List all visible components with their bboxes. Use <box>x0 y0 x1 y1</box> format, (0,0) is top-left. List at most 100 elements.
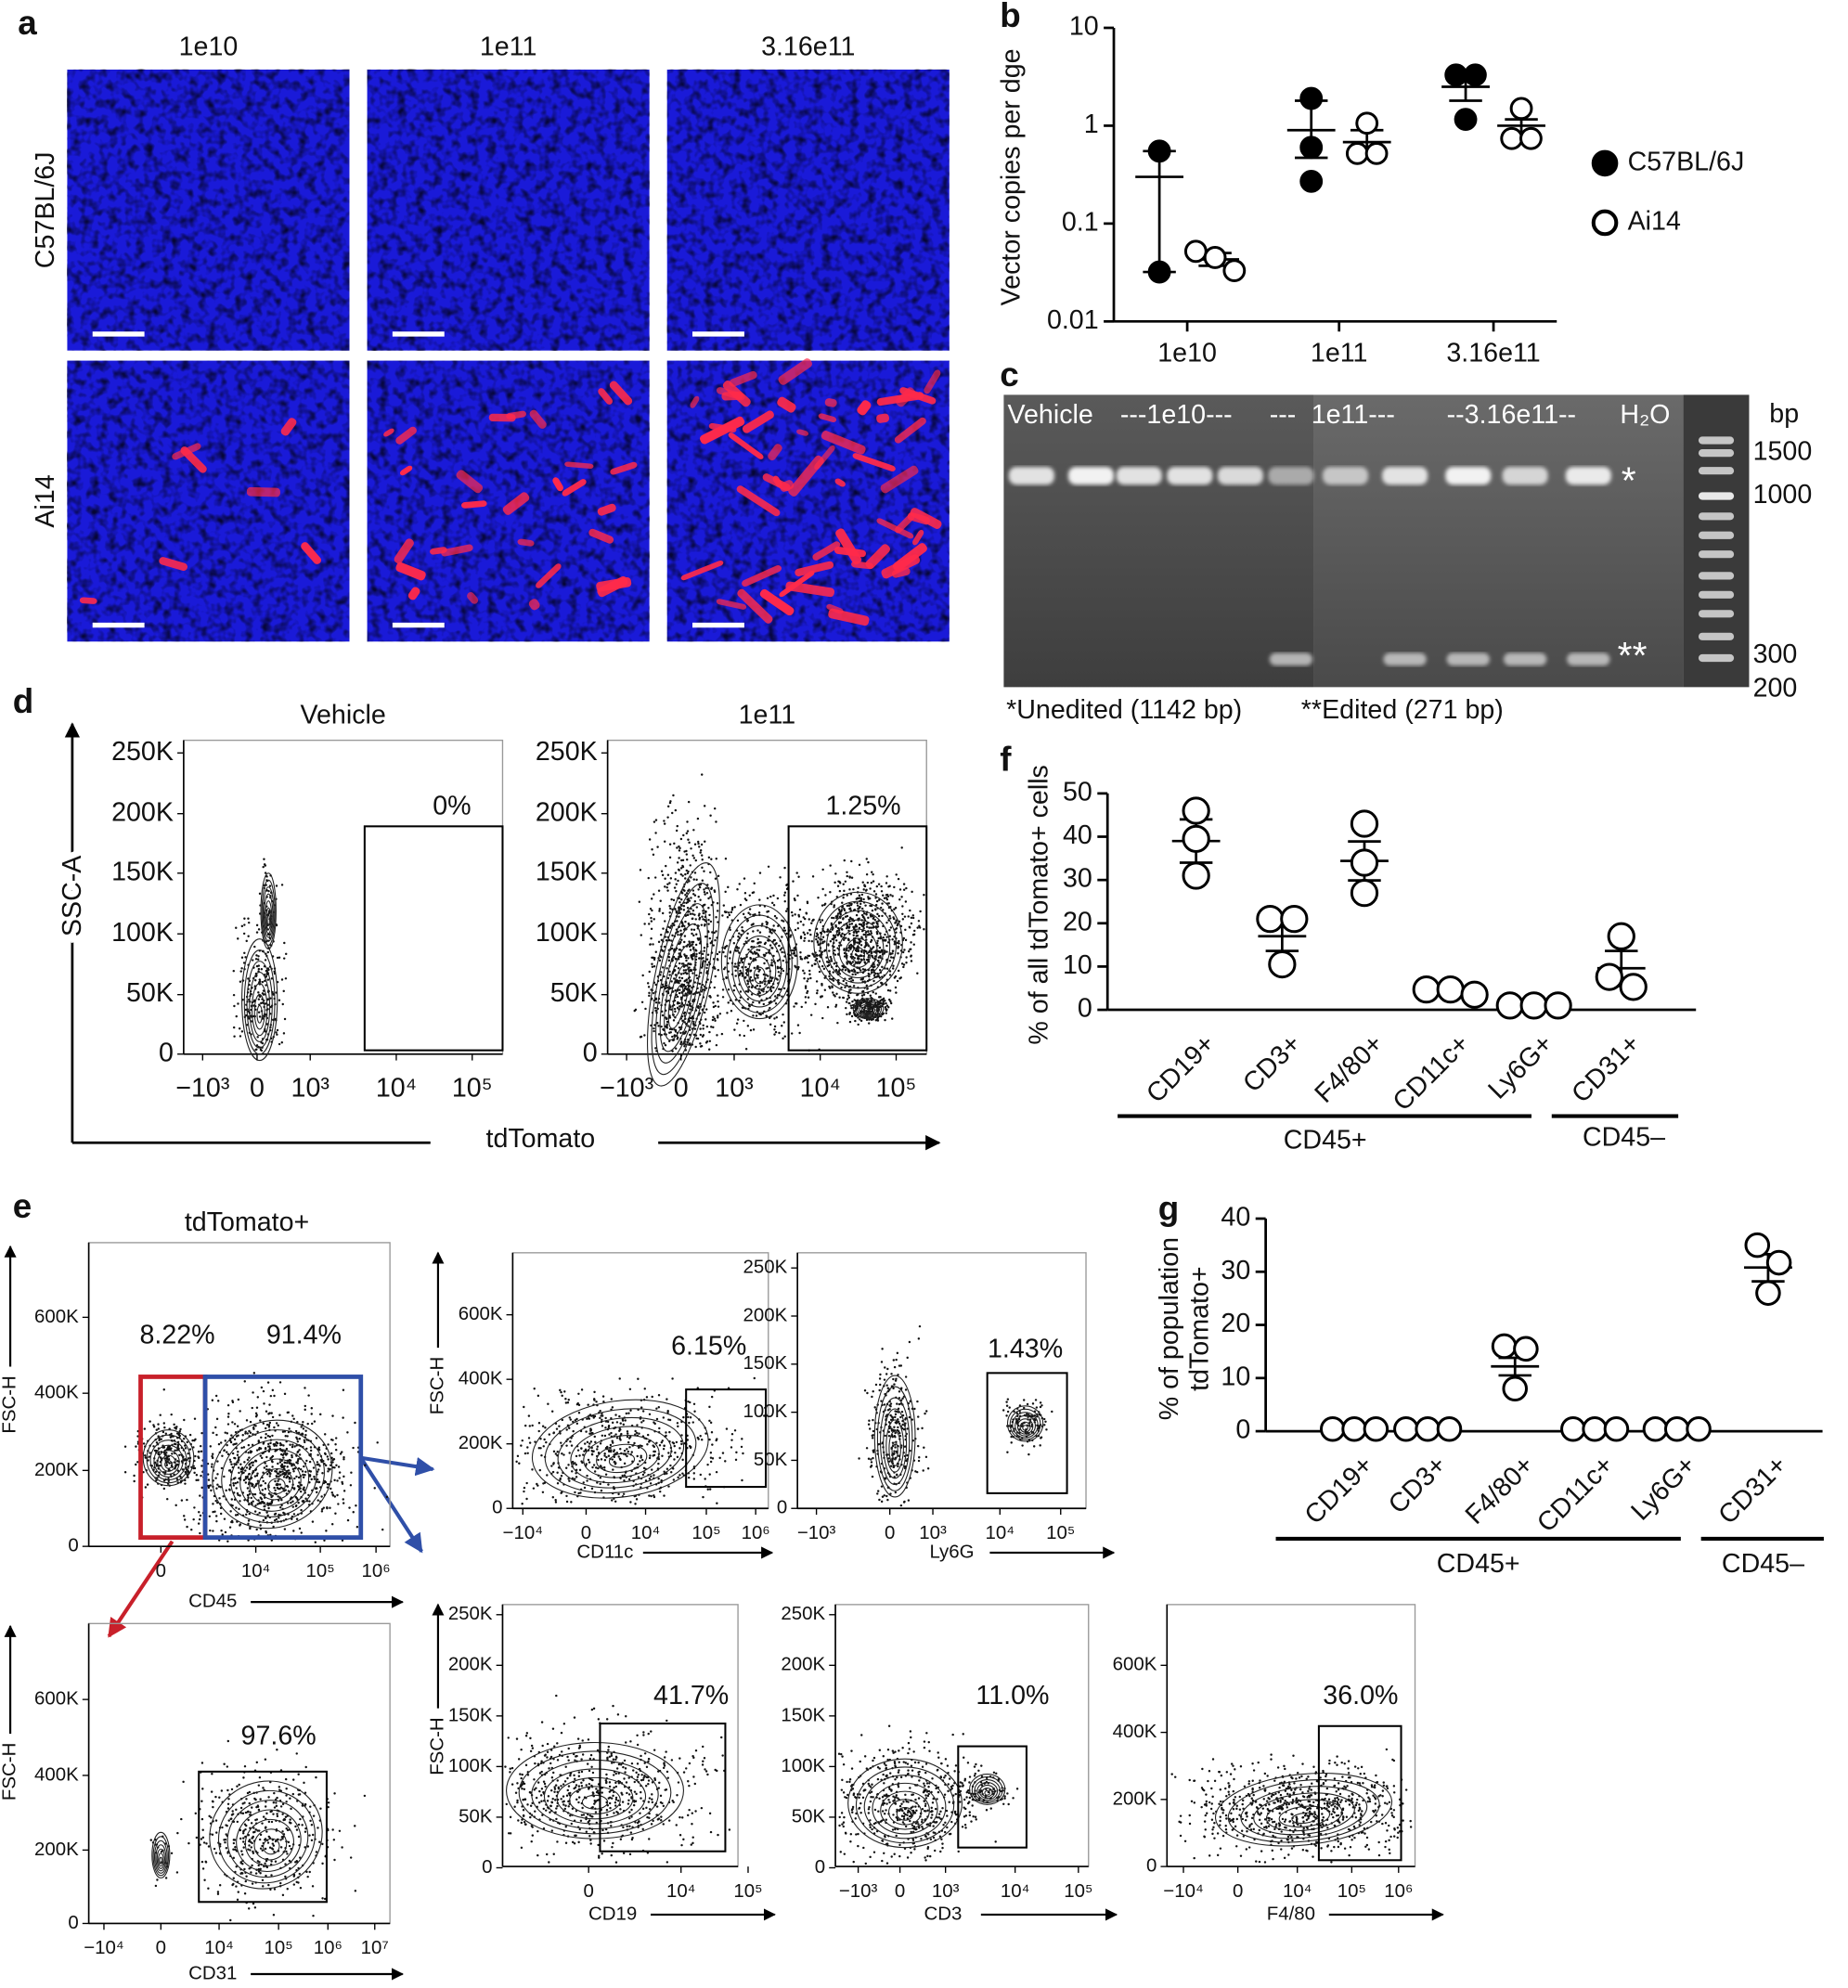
event-dot <box>684 969 688 972</box>
event-dot <box>698 982 702 986</box>
event-dot <box>253 1475 257 1478</box>
event-dot <box>758 898 761 901</box>
event-dot <box>247 1818 250 1822</box>
event-dot <box>308 1834 311 1837</box>
event-dot <box>709 814 712 818</box>
event-dot <box>866 881 870 884</box>
event-dot <box>266 967 270 970</box>
event-dot <box>354 1890 357 1892</box>
event-dot <box>704 1478 706 1480</box>
event-dot <box>765 951 768 955</box>
event-dot <box>269 1394 273 1398</box>
event-dot <box>258 892 262 896</box>
event-dot <box>704 840 706 843</box>
event-dot <box>296 1459 300 1463</box>
event-dot <box>825 956 828 959</box>
event-dot <box>666 1023 668 1026</box>
event-dot <box>280 1465 283 1469</box>
event-dot <box>693 843 697 846</box>
event-dot <box>271 1842 275 1845</box>
event-dot <box>795 1001 797 1005</box>
event-dot <box>235 926 238 929</box>
event-dot <box>852 887 855 891</box>
event-dot <box>749 913 752 916</box>
event-dot <box>273 1806 277 1809</box>
event-dot <box>715 916 717 919</box>
event-dot <box>252 1461 255 1464</box>
event-dot <box>776 965 780 969</box>
event-dot <box>773 1025 777 1028</box>
event-dot <box>779 876 782 879</box>
ladder-band <box>1698 467 1735 475</box>
panel-letter: g <box>1158 1190 1179 1228</box>
event-dot <box>269 1810 272 1814</box>
event-dot <box>681 864 684 868</box>
event-dot <box>295 1880 298 1884</box>
event-dot <box>277 1424 279 1427</box>
event-dot <box>224 1431 226 1434</box>
event-dot <box>252 959 254 962</box>
cell <box>79 597 97 604</box>
event-dot <box>895 927 898 930</box>
contour <box>265 900 273 935</box>
event-dot <box>238 1471 240 1475</box>
event-dot <box>192 1517 195 1521</box>
event-dot <box>808 939 810 943</box>
event-dot <box>333 1792 336 1795</box>
ladder-label: 1500 <box>1753 437 1813 467</box>
event-dot <box>296 1484 300 1488</box>
event-dot <box>302 1488 304 1491</box>
event-dot <box>232 1481 235 1485</box>
plot-title: Vehicle <box>301 700 386 729</box>
event-dot <box>666 885 668 889</box>
event-dot <box>651 1395 653 1399</box>
event-dot <box>692 878 695 881</box>
event-dot <box>250 1501 253 1504</box>
event-dot <box>298 1449 301 1452</box>
event-dot <box>764 941 768 945</box>
event-dot <box>317 1468 320 1471</box>
event-dot <box>677 967 680 970</box>
event-dot <box>657 1478 660 1480</box>
event-dot <box>260 1456 264 1460</box>
event-dot <box>236 1481 239 1484</box>
plot-frame <box>87 1622 391 1925</box>
event-dot <box>704 1008 708 1011</box>
event-dot <box>752 1028 756 1031</box>
event-dot <box>242 1776 245 1779</box>
event-dot <box>756 976 759 979</box>
event-dot <box>842 917 845 920</box>
event-dot <box>270 1874 273 1877</box>
lane-label: --- <box>1270 400 1297 430</box>
event-dot <box>183 1518 187 1521</box>
event-dot <box>674 974 678 976</box>
event-dot <box>282 1452 286 1455</box>
event-dot <box>733 1429 737 1432</box>
event-dot <box>156 1878 159 1881</box>
event-dot <box>264 1436 267 1439</box>
event-dot <box>800 1005 803 1009</box>
event-dot <box>291 1465 293 1467</box>
event-dot <box>849 1004 853 1007</box>
event-dot <box>236 1425 239 1427</box>
event-dot <box>727 988 730 991</box>
event-dot <box>710 1395 714 1399</box>
contour <box>748 956 771 990</box>
event-dot <box>308 1500 311 1503</box>
event-dot <box>260 1484 263 1487</box>
event-dot <box>678 857 680 859</box>
event-dot <box>867 916 870 920</box>
event-dot <box>857 886 859 889</box>
event-dot <box>219 1512 223 1516</box>
event-dot <box>304 1387 306 1389</box>
event-dot <box>730 1432 734 1436</box>
event-dot <box>255 1528 258 1531</box>
y-tick-label: 0 <box>68 1912 78 1933</box>
event-dot <box>823 902 827 906</box>
event-dot <box>588 1442 591 1445</box>
event-dot <box>695 878 698 882</box>
event-dot <box>564 1398 567 1401</box>
event-dot <box>254 1872 258 1875</box>
event-dot <box>262 1885 265 1888</box>
panel-letter: d <box>13 682 33 720</box>
